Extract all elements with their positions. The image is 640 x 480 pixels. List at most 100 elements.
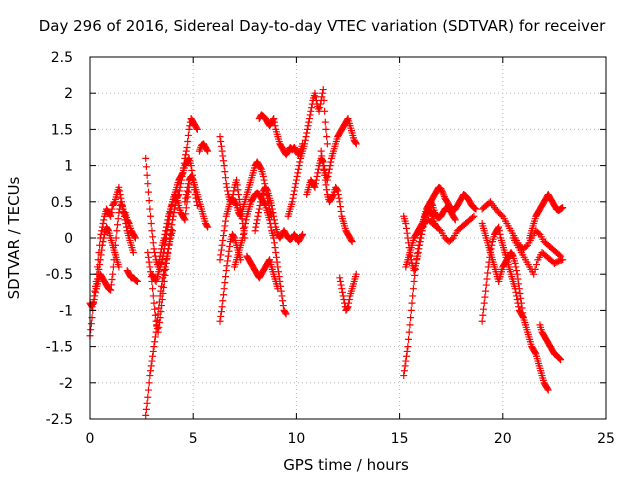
- data-point: [144, 393, 152, 401]
- data-point: [133, 277, 141, 285]
- data-point: [142, 411, 150, 419]
- data-point: [255, 205, 263, 213]
- data-point: [480, 305, 488, 313]
- data-point: [305, 115, 313, 123]
- data-point: [319, 162, 327, 170]
- data-point: [178, 172, 186, 180]
- data-point: [151, 311, 159, 319]
- data-point: [156, 314, 164, 322]
- data-point: [193, 125, 201, 133]
- data-point: [292, 180, 300, 188]
- data-point: [519, 309, 527, 317]
- data-point: [184, 137, 192, 145]
- data-point: [153, 325, 161, 332]
- data-point: [182, 151, 190, 159]
- y-tick-label: 0: [64, 231, 73, 247]
- data-point: [149, 233, 157, 241]
- data-point: [294, 169, 302, 177]
- series-sat-af: [536, 321, 565, 364]
- data-point: [228, 194, 236, 202]
- data-point: [480, 299, 488, 307]
- data-point: [224, 257, 232, 265]
- data-point: [165, 216, 173, 224]
- data-point: [544, 385, 552, 393]
- x-tick-label: 15: [391, 431, 409, 447]
- data-point: [321, 171, 329, 179]
- y-tick-label: -1.5: [46, 340, 73, 356]
- data-point: [495, 227, 503, 235]
- data-point: [414, 248, 422, 256]
- data-point: [144, 248, 152, 256]
- axis-ticks: [89, 56, 607, 420]
- data-point: [517, 294, 525, 302]
- data-point: [216, 317, 224, 325]
- data-point: [142, 154, 150, 162]
- data-point: [107, 286, 115, 294]
- data-point: [149, 352, 157, 360]
- data-point: [308, 104, 316, 112]
- data-point: [270, 115, 278, 123]
- data-point: [107, 209, 115, 217]
- data-point: [180, 164, 188, 172]
- series-sat-k: [195, 140, 212, 155]
- data-point: [239, 230, 247, 238]
- data-point: [269, 209, 277, 217]
- data-point: [98, 241, 106, 249]
- data-point: [271, 122, 279, 130]
- data-point: [184, 180, 192, 188]
- data-point: [183, 144, 191, 151]
- y-tick-label: 2: [64, 86, 73, 102]
- data-point: [326, 162, 334, 170]
- data-point: [440, 191, 448, 199]
- data-point: [409, 292, 417, 300]
- data-point: [428, 211, 436, 219]
- data-point: [470, 212, 478, 220]
- data-point: [302, 133, 310, 141]
- data-point: [279, 297, 287, 305]
- data-point: [421, 212, 429, 220]
- data-point: [87, 320, 95, 328]
- data-point: [147, 212, 155, 220]
- data-point: [158, 256, 166, 264]
- data-point: [219, 152, 227, 160]
- data-point: [142, 163, 150, 171]
- data-points: [86, 86, 567, 419]
- data-point: [114, 215, 122, 223]
- data-point: [193, 124, 201, 132]
- data-point: [407, 306, 415, 314]
- data-point: [307, 107, 315, 115]
- data-point: [151, 248, 159, 256]
- data-point: [148, 357, 156, 365]
- data-point: [345, 299, 353, 307]
- data-point: [131, 234, 139, 242]
- data-point: [233, 176, 241, 184]
- data-point: [400, 372, 408, 380]
- data-point: [314, 169, 322, 177]
- data-point: [319, 86, 327, 94]
- series-sat-n: [216, 133, 249, 242]
- data-point: [147, 220, 155, 228]
- data-point: [225, 247, 233, 255]
- data-point: [557, 252, 565, 260]
- data-point: [172, 193, 180, 201]
- data-point: [278, 292, 286, 300]
- data-point: [336, 203, 344, 211]
- data-point: [184, 131, 192, 139]
- data-point: [271, 244, 279, 252]
- data-point: [223, 262, 231, 270]
- data-point: [438, 188, 446, 196]
- data-point: [306, 111, 314, 119]
- data-point: [242, 216, 250, 224]
- data-point: [91, 292, 99, 300]
- data-point: [87, 326, 95, 334]
- data-point: [109, 263, 117, 271]
- data-point: [204, 223, 212, 231]
- data-point: [513, 270, 521, 278]
- data-point: [335, 194, 343, 202]
- series-sat-z: [416, 212, 478, 246]
- data-point: [125, 218, 133, 226]
- data-point: [327, 158, 335, 166]
- data-point: [99, 238, 107, 246]
- series-sat-ab: [478, 220, 552, 394]
